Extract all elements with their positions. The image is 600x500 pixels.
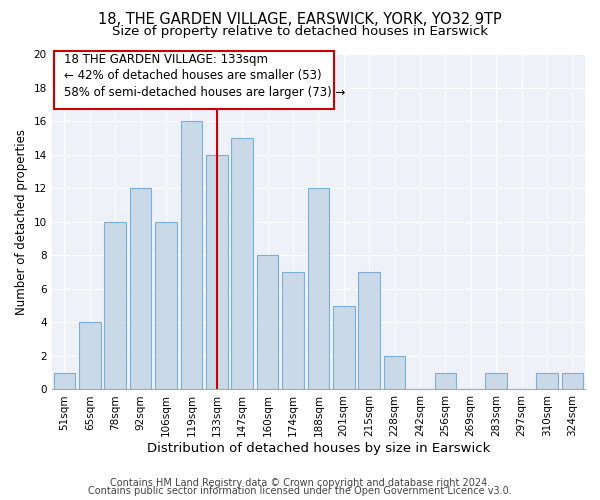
Bar	[536, 372, 557, 390]
Bar	[130, 188, 151, 390]
Bar	[434, 372, 456, 390]
Bar	[232, 138, 253, 390]
FancyBboxPatch shape	[54, 50, 334, 110]
Bar	[562, 372, 583, 390]
Text: ← 42% of detached houses are smaller (53): ← 42% of detached houses are smaller (53…	[64, 69, 322, 82]
Text: Contains public sector information licensed under the Open Government Licence v3: Contains public sector information licen…	[88, 486, 512, 496]
Bar	[485, 372, 507, 390]
Text: Contains HM Land Registry data © Crown copyright and database right 2024.: Contains HM Land Registry data © Crown c…	[110, 478, 490, 488]
Y-axis label: Number of detached properties: Number of detached properties	[15, 128, 28, 314]
Text: Size of property relative to detached houses in Earswick: Size of property relative to detached ho…	[112, 25, 488, 38]
Bar	[358, 272, 380, 390]
Bar	[257, 256, 278, 390]
Text: 58% of semi-detached houses are larger (73) →: 58% of semi-detached houses are larger (…	[64, 86, 346, 99]
Bar	[282, 272, 304, 390]
Text: 18 THE GARDEN VILLAGE: 133sqm: 18 THE GARDEN VILLAGE: 133sqm	[64, 53, 268, 66]
Bar	[53, 372, 75, 390]
Bar	[79, 322, 101, 390]
Text: 18, THE GARDEN VILLAGE, EARSWICK, YORK, YO32 9TP: 18, THE GARDEN VILLAGE, EARSWICK, YORK, …	[98, 12, 502, 28]
X-axis label: Distribution of detached houses by size in Earswick: Distribution of detached houses by size …	[146, 442, 490, 455]
Bar	[308, 188, 329, 390]
Bar	[155, 222, 177, 390]
Bar	[181, 121, 202, 390]
Bar	[104, 222, 126, 390]
Bar	[206, 154, 227, 390]
Bar	[333, 306, 355, 390]
Bar	[384, 356, 406, 390]
